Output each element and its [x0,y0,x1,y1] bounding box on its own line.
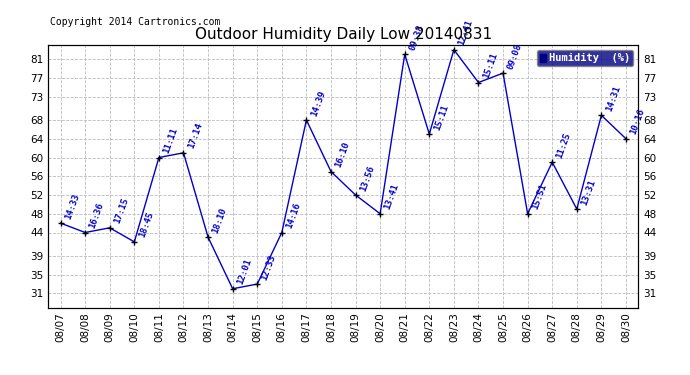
Point [497,70,509,76]
Point [104,225,115,231]
Text: 12:01: 12:01 [235,258,253,286]
Text: 18:10: 18:10 [211,206,228,234]
Text: 14:39: 14:39 [309,89,327,117]
Point [571,206,582,212]
Point [350,192,361,198]
Text: 15:51: 15:51 [531,183,548,211]
Point [448,47,460,53]
Point [326,169,337,175]
Text: 11:25: 11:25 [555,131,573,159]
Text: 14:16: 14:16 [284,201,302,230]
Text: 14:33: 14:33 [63,192,81,220]
Text: Copyright 2014 Cartronics.com: Copyright 2014 Cartronics.com [50,17,220,27]
Point [546,159,558,165]
Text: 12:41: 12:41 [457,19,474,47]
Text: 15:11: 15:11 [432,103,450,131]
Text: 13:31: 13:31 [580,178,598,206]
Text: 13:56: 13:56 [358,164,376,192]
Point [227,286,238,292]
Text: 18:45: 18:45 [137,211,155,239]
Text: 10:16: 10:16 [629,108,647,136]
Text: 12:33: 12:33 [260,253,277,281]
Point [252,281,263,287]
Point [400,51,411,57]
Text: 16:10: 16:10 [334,141,351,169]
Text: 15:11: 15:11 [481,51,499,80]
Point [203,234,214,240]
Point [473,80,484,86]
Point [522,211,533,217]
Point [276,230,287,236]
Point [178,150,189,156]
Title: Outdoor Humidity Daily Low 20140831: Outdoor Humidity Daily Low 20140831 [195,27,492,42]
Text: 09:38: 09:38 [408,23,425,52]
Point [79,230,90,236]
Text: 13:41: 13:41 [383,183,401,211]
Point [596,112,607,118]
Text: 09:08: 09:08 [506,42,524,70]
Legend: Humidity  (%): Humidity (%) [538,50,633,66]
Point [129,239,140,245]
Point [153,154,164,160]
Text: 11:11: 11:11 [161,126,179,155]
Text: 16:36: 16:36 [88,201,106,230]
Point [301,117,312,123]
Point [620,136,631,142]
Text: 17:15: 17:15 [112,197,130,225]
Point [424,131,435,137]
Point [375,211,386,217]
Text: 14:31: 14:31 [604,84,622,112]
Text: 17:14: 17:14 [186,122,204,150]
Point [55,220,66,226]
